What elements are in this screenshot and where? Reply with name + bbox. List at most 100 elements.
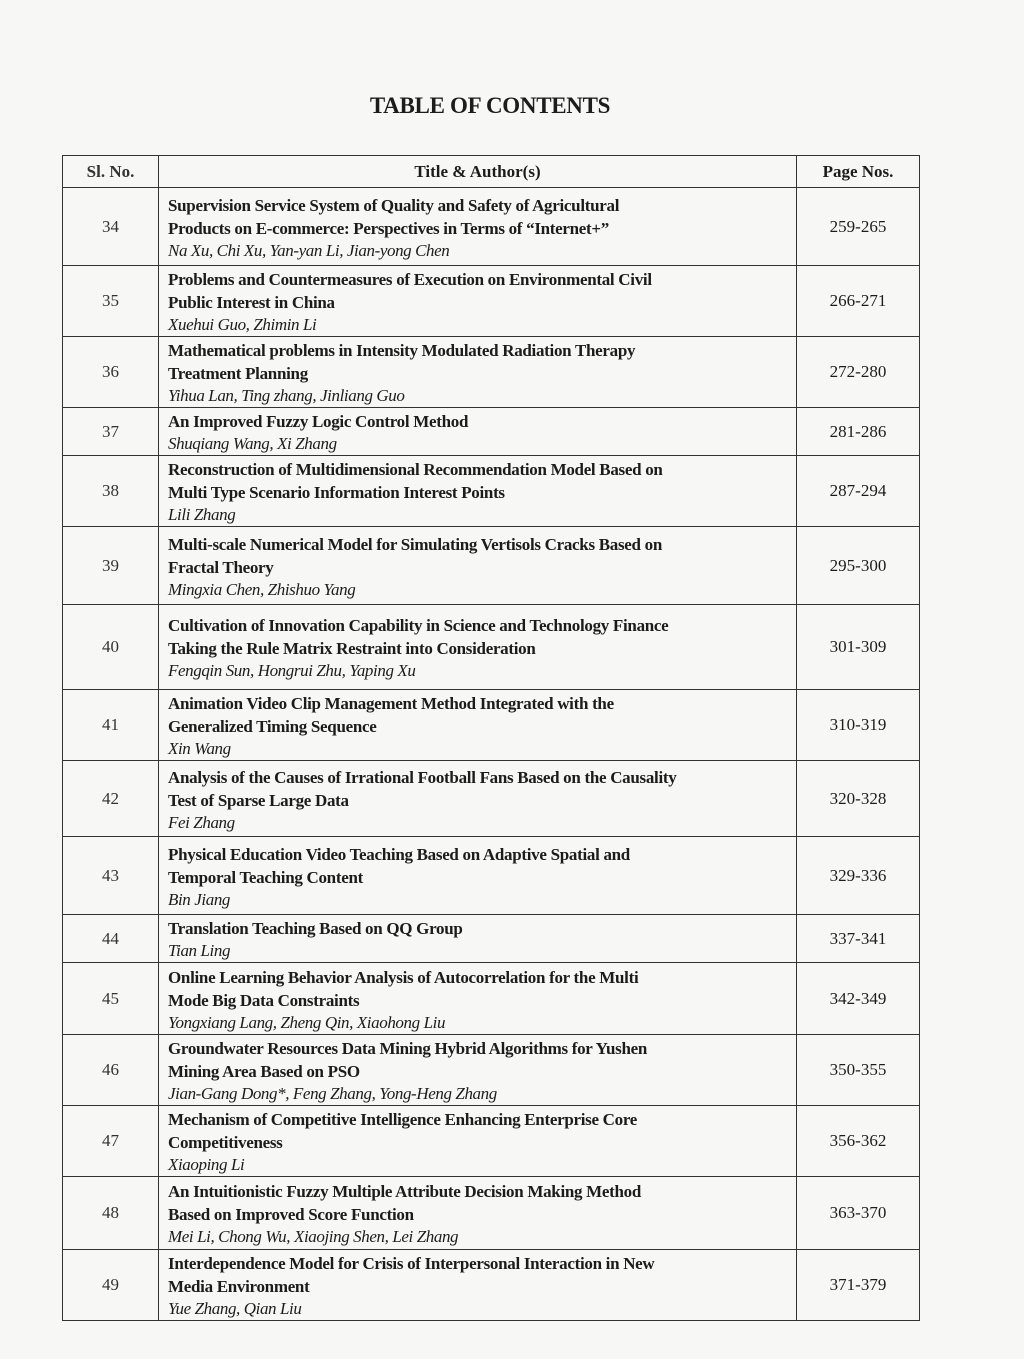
paper-title-line: Mechanism of Competitive Intelligence En… xyxy=(168,1110,638,1129)
paper-title-line: Online Learning Behavior Analysis of Aut… xyxy=(168,967,639,987)
table-row: 36 Mathematical problems in Intensity Mod… xyxy=(62,336,920,408)
page-title: TABLE OF CONTENTS xyxy=(369,93,611,118)
paper-authors: Jian-Gang Dong*, Feng Zhang, Yong-Heng Z… xyxy=(168,1084,497,1103)
serial-number: 44 xyxy=(62,914,159,963)
paper-title-line: Multi Type Scenario Information Interest… xyxy=(168,483,505,502)
title-authors-cell: An Intuitionistic Fuzzy Multiple Attribu… xyxy=(158,1176,797,1250)
table-row: 46 Groundwater Resources Data Mining Hybr… xyxy=(62,1034,920,1106)
page-numbers: 342-349 xyxy=(796,962,920,1035)
paper-title-line: Analysis of the Causes of Irrational Foo… xyxy=(168,767,677,787)
header-sl-no: Sl. No. xyxy=(62,155,159,188)
page-numbers: 329-336 xyxy=(796,836,920,915)
paper-authors: Tian Ling xyxy=(168,941,231,960)
paper-authors: Lili Zhang xyxy=(168,505,236,524)
page-numbers: 320-328 xyxy=(796,760,920,837)
paper-authors: Shuqiang Wang, Xi Zhang xyxy=(168,434,337,453)
title-authors-cell: Translation Teaching Based on QQ Group Ti… xyxy=(158,914,797,963)
page-numbers: 363-370 xyxy=(796,1176,920,1250)
title-authors-cell: An Improved Fuzzy Logic Control Method Sh… xyxy=(158,407,797,456)
paper-title-line: Treatment Planning xyxy=(168,364,308,383)
title-authors-cell: Interdependence Model for Crisis of Inte… xyxy=(158,1249,797,1321)
paper-title-line: Reconstruction of Multidimensional Recom… xyxy=(168,460,663,479)
table-row: 47 Mechanism of Competitive Intelligence … xyxy=(62,1105,920,1177)
paper-title-line: An Improved Fuzzy Logic Control Method xyxy=(168,412,469,431)
page-numbers: 287-294 xyxy=(796,455,920,527)
paper-title-line: Translation Teaching Based on QQ Group xyxy=(168,919,463,938)
page-numbers: 266-271 xyxy=(796,265,920,337)
table-row: 39 Multi-scale Numerical Model for Simula… xyxy=(62,526,920,605)
serial-number: 45 xyxy=(62,962,159,1035)
paper-authors: Xuehui Guo, Zhimin Li xyxy=(168,315,317,334)
title-authors-cell: Groundwater Resources Data Mining Hybrid… xyxy=(158,1034,797,1106)
title-authors-cell: Analysis of the Causes of Irrational Foo… xyxy=(158,760,797,837)
serial-number: 36 xyxy=(62,336,159,408)
header-title-authors: Title & Author(s) xyxy=(158,155,797,188)
table-row: 40 Cultivation of Innovation Capability i… xyxy=(62,604,920,690)
title-authors-cell: Cultivation of Innovation Capability in … xyxy=(158,604,797,690)
paper-title-line: Fractal Theory xyxy=(168,557,274,577)
paper-authors: Yongxiang Lang, Zheng Qin, Xiaohong Liu xyxy=(168,1012,446,1032)
paper-title-line: Cultivation of Innovation Capability in … xyxy=(168,616,669,635)
title-authors-cell: Mechanism of Competitive Intelligence En… xyxy=(158,1105,797,1177)
paper-title-line: Physical Education Video Teaching Based … xyxy=(168,844,630,864)
serial-number: 37 xyxy=(62,407,159,456)
serial-number: 42 xyxy=(62,760,159,837)
paper-title-line: Taking the Rule Matrix Restraint into Co… xyxy=(168,639,536,658)
paper-title-line: Media Environment xyxy=(168,1277,310,1296)
title-authors-cell: Problems and Countermeasures of Executio… xyxy=(158,265,797,337)
serial-number: 48 xyxy=(62,1176,159,1250)
paper-title-line: Generalized Timing Sequence xyxy=(168,717,377,736)
paper-authors: Yihua Lan, Ting zhang, Jinliang Guo xyxy=(168,386,405,405)
serial-number: 47 xyxy=(62,1105,159,1177)
page-numbers: 356-362 xyxy=(796,1105,920,1177)
serial-number: 35 xyxy=(62,265,159,337)
table-row: 44 Translation Teaching Based on QQ Group… xyxy=(62,914,920,963)
paper-title-line: Temporal Teaching Content xyxy=(168,867,363,887)
title-authors-cell: Reconstruction of Multidimensional Recom… xyxy=(158,455,797,527)
serial-number: 38 xyxy=(62,455,159,527)
paper-title-line: Competitiveness xyxy=(168,1133,283,1152)
paper-title-line: Based on Improved Score Function xyxy=(168,1205,414,1224)
paper-authors: Fei Zhang xyxy=(168,812,235,832)
paper-authors: Mingxia Chen, Zhishuo Yang xyxy=(168,579,356,599)
title-authors-cell: Supervision Service System of Quality an… xyxy=(158,187,797,266)
page-numbers: 301-309 xyxy=(796,604,920,690)
serial-number: 39 xyxy=(62,526,159,605)
paper-title-line: Mode Big Data Constraints xyxy=(168,990,360,1010)
title-authors-cell: Online Learning Behavior Analysis of Aut… xyxy=(158,962,797,1035)
paper-authors: Na Xu, Chi Xu, Yan-yan Li, Jian-yong Che… xyxy=(168,240,450,260)
serial-number: 34 xyxy=(62,187,159,266)
header-row: Sl. No. Title & Author(s) Page Nos. xyxy=(62,155,920,188)
table-row: 42 Analysis of the Causes of Irrational F… xyxy=(62,760,920,837)
page-numbers: 281-286 xyxy=(796,407,920,456)
serial-number: 41 xyxy=(62,689,159,761)
table-row: 37 An Improved Fuzzy Logic Control Method… xyxy=(62,407,920,456)
serial-number: 40 xyxy=(62,604,159,690)
paper-authors: Xiaoping Li xyxy=(168,1155,245,1174)
serial-number: 49 xyxy=(62,1249,159,1321)
page-numbers: 295-300 xyxy=(796,526,920,605)
contents-table: Sl. No. Title & Author(s) Page Nos. 34 Su… xyxy=(62,155,920,1321)
table-row: 38 Reconstruction of Multidimensional Rec… xyxy=(62,455,920,527)
paper-title-line: Test of Sparse Large Data xyxy=(168,790,349,810)
title-authors-cell: Mathematical problems in Intensity Modul… xyxy=(158,336,797,408)
paper-authors: Yue Zhang, Qian Liu xyxy=(168,1299,302,1318)
serial-number: 43 xyxy=(62,836,159,915)
page-numbers: 272-280 xyxy=(796,336,920,408)
header-page-nos: Page Nos. xyxy=(796,155,920,188)
paper-title-line: Interdependence Model for Crisis of Inte… xyxy=(168,1254,655,1273)
page-numbers: 371-379 xyxy=(796,1249,920,1321)
title-authors-cell: Multi-scale Numerical Model for Simulati… xyxy=(158,526,797,605)
paper-authors: Bin Jiang xyxy=(168,889,231,909)
paper-title-line: Products on E-commerce: Perspectives in … xyxy=(168,218,609,238)
paper-authors: Fengqin Sun, Hongrui Zhu, Yaping Xu xyxy=(168,661,416,680)
page-numbers: 337-341 xyxy=(796,914,920,963)
paper-title-line: Groundwater Resources Data Mining Hybrid… xyxy=(168,1039,648,1058)
table-row: 34 Supervision Service System of Quality … xyxy=(62,187,920,266)
page-numbers: 350-355 xyxy=(796,1034,920,1106)
table-row: 41 Animation Video Clip Management Method… xyxy=(62,689,920,761)
table-row: 35 Problems and Countermeasures of Execut… xyxy=(62,265,920,337)
paper-title-line: Supervision Service System of Quality an… xyxy=(168,195,620,215)
paper-title-line: Mining Area Based on PSO xyxy=(168,1062,360,1081)
table-row: 43 Physical Education Video Teaching Base… xyxy=(62,836,920,915)
